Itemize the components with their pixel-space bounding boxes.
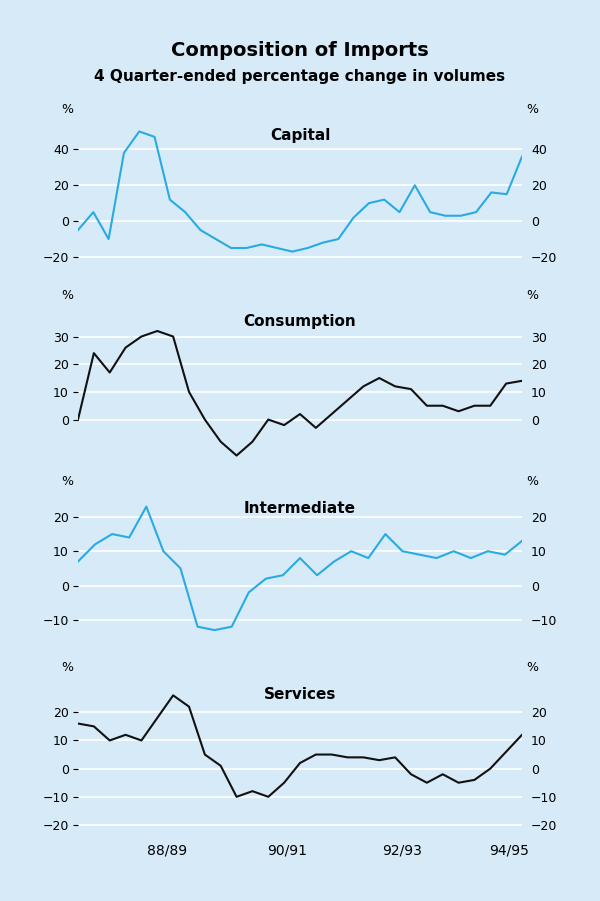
Text: 4 Quarter-ended percentage change in volumes: 4 Quarter-ended percentage change in vol… — [94, 69, 506, 85]
Text: %: % — [526, 103, 538, 115]
Text: Capital: Capital — [270, 128, 330, 143]
Text: Composition of Imports: Composition of Imports — [171, 41, 429, 59]
Text: Consumption: Consumption — [244, 314, 356, 330]
Text: Intermediate: Intermediate — [244, 501, 356, 515]
Text: %: % — [526, 661, 538, 674]
Text: %: % — [526, 475, 538, 488]
Text: Services: Services — [264, 687, 336, 702]
Text: %: % — [526, 288, 538, 302]
Text: %: % — [62, 475, 74, 488]
Text: %: % — [62, 288, 74, 302]
Text: %: % — [62, 661, 74, 674]
Text: %: % — [62, 103, 74, 115]
